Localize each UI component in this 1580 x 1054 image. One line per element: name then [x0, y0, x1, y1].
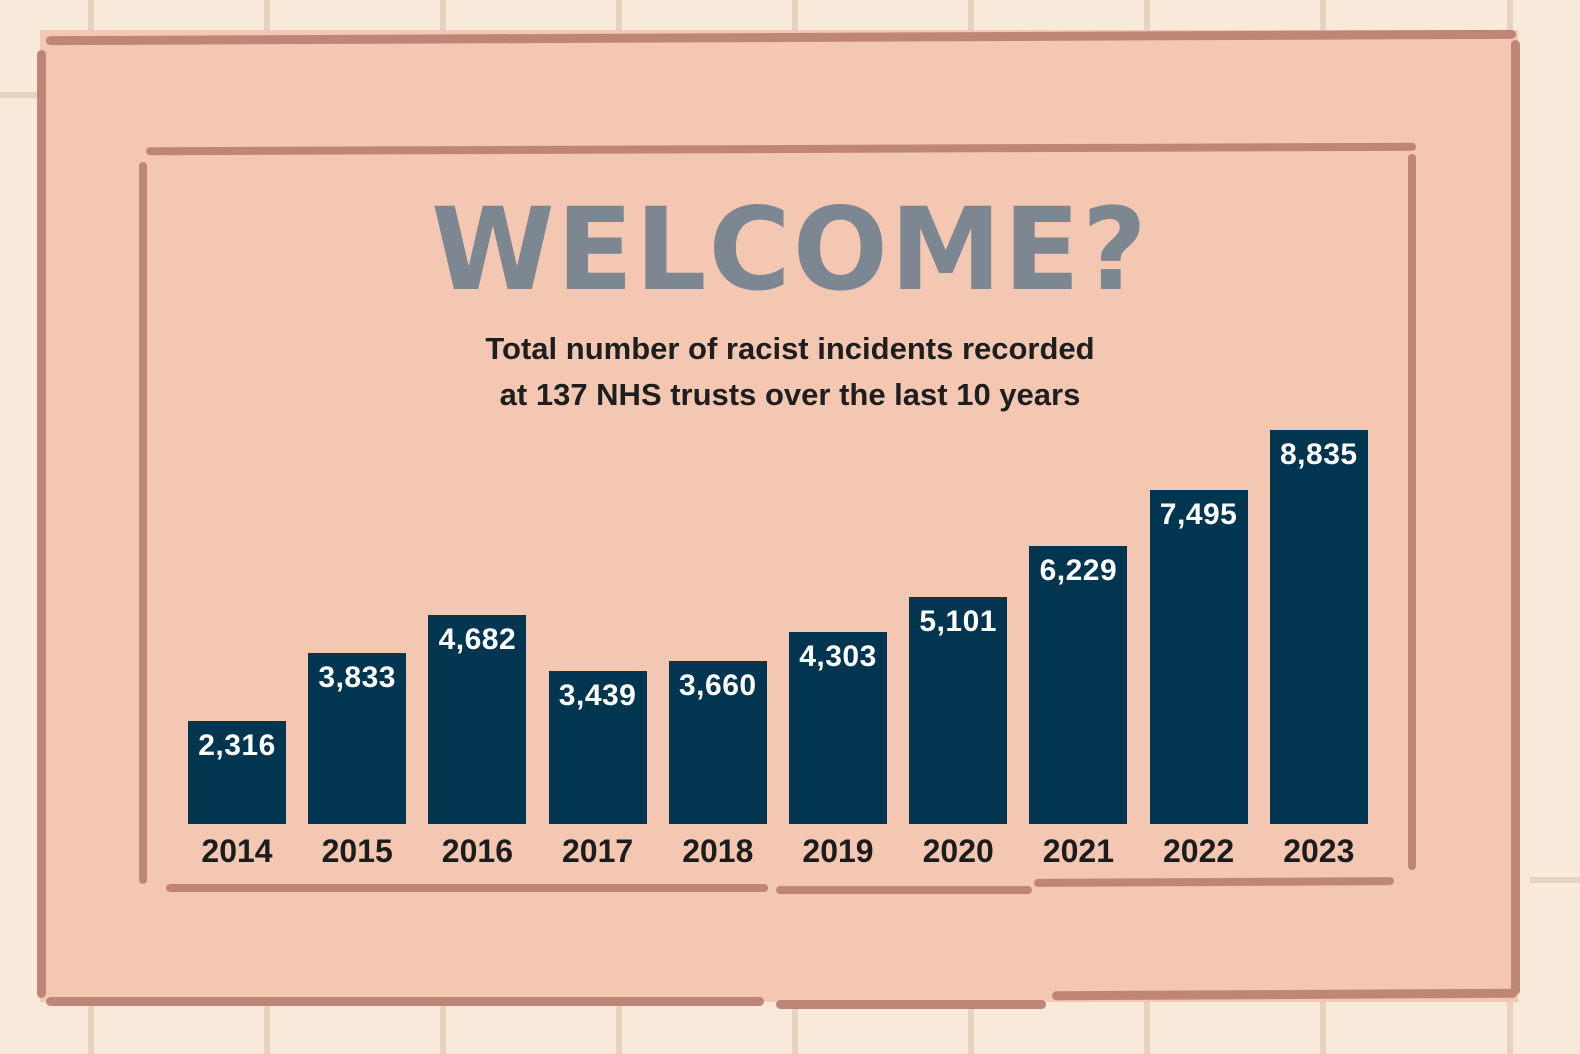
chart-subtitle: Total number of racist incidents recorde…: [0, 326, 1580, 418]
x-axis-label: 2019: [802, 833, 874, 869]
bar-2023: 8,835: [1269, 430, 1368, 824]
inner-border-right: [1408, 154, 1416, 870]
bar-value-label: 7,495: [1159, 498, 1238, 531]
bar-value-label: 3,833: [318, 661, 396, 694]
tile-line: [0, 92, 40, 98]
x-axis-label: 2020: [922, 833, 994, 869]
bar-chart: 2,316 2014 3,833 2015 4,682 2016 3,439 2017 3,66…: [188, 420, 1372, 870]
chart-title: WELCOME?: [431, 183, 1149, 317]
bar-value-label: 2,316: [198, 729, 276, 762]
mat-border-left: [37, 50, 46, 998]
x-axis-label: 2017: [562, 833, 634, 869]
bar-value-label: 3,660: [679, 669, 757, 702]
bar-2022: 7,495: [1149, 490, 1248, 824]
x-axis-label: 2014: [201, 833, 273, 869]
bar-2018: 3,660: [668, 661, 767, 824]
bar-value-label: 6,229: [1039, 554, 1118, 587]
bar-value-label: 5,101: [919, 605, 997, 638]
bar-2017: 3,439: [548, 671, 647, 824]
inner-border-bottom: [166, 884, 768, 892]
bar-2014: 2,316: [188, 721, 286, 824]
bar-2021: 6,229: [1029, 546, 1128, 824]
bar-2015: 3,833: [308, 653, 407, 824]
x-axis-label: 2016: [441, 833, 513, 869]
bar-value-label: 8,835: [1280, 438, 1358, 471]
bar-2016: 4,682: [428, 615, 527, 824]
bar-value-label: 3,439: [558, 679, 637, 712]
subtitle-line-1: Total number of racist incidents recorde…: [485, 331, 1095, 366]
tile-line: [1530, 877, 1580, 883]
inner-border-left: [139, 162, 147, 884]
subtitle-line-2: at 137 NHS trusts over the last 10 years: [499, 377, 1081, 412]
x-axis-label: 2022: [1163, 833, 1235, 869]
x-axis-label: 2023: [1283, 833, 1355, 869]
x-axis-label: 2018: [682, 833, 754, 869]
inner-border-bottom: [776, 886, 1032, 894]
x-axis-label: 2021: [1042, 833, 1114, 869]
bar-2019: 4,303: [789, 632, 887, 824]
mat-border-right: [1511, 40, 1520, 995]
mat-border-bottom: [46, 997, 764, 1006]
bar-2020: 5,101: [909, 597, 1008, 824]
bar-value-label: 4,303: [799, 640, 877, 673]
mat-border-bottom: [776, 1000, 1046, 1009]
x-axis-label: 2015: [321, 833, 393, 869]
bar-value-label: 4,682: [438, 623, 517, 656]
